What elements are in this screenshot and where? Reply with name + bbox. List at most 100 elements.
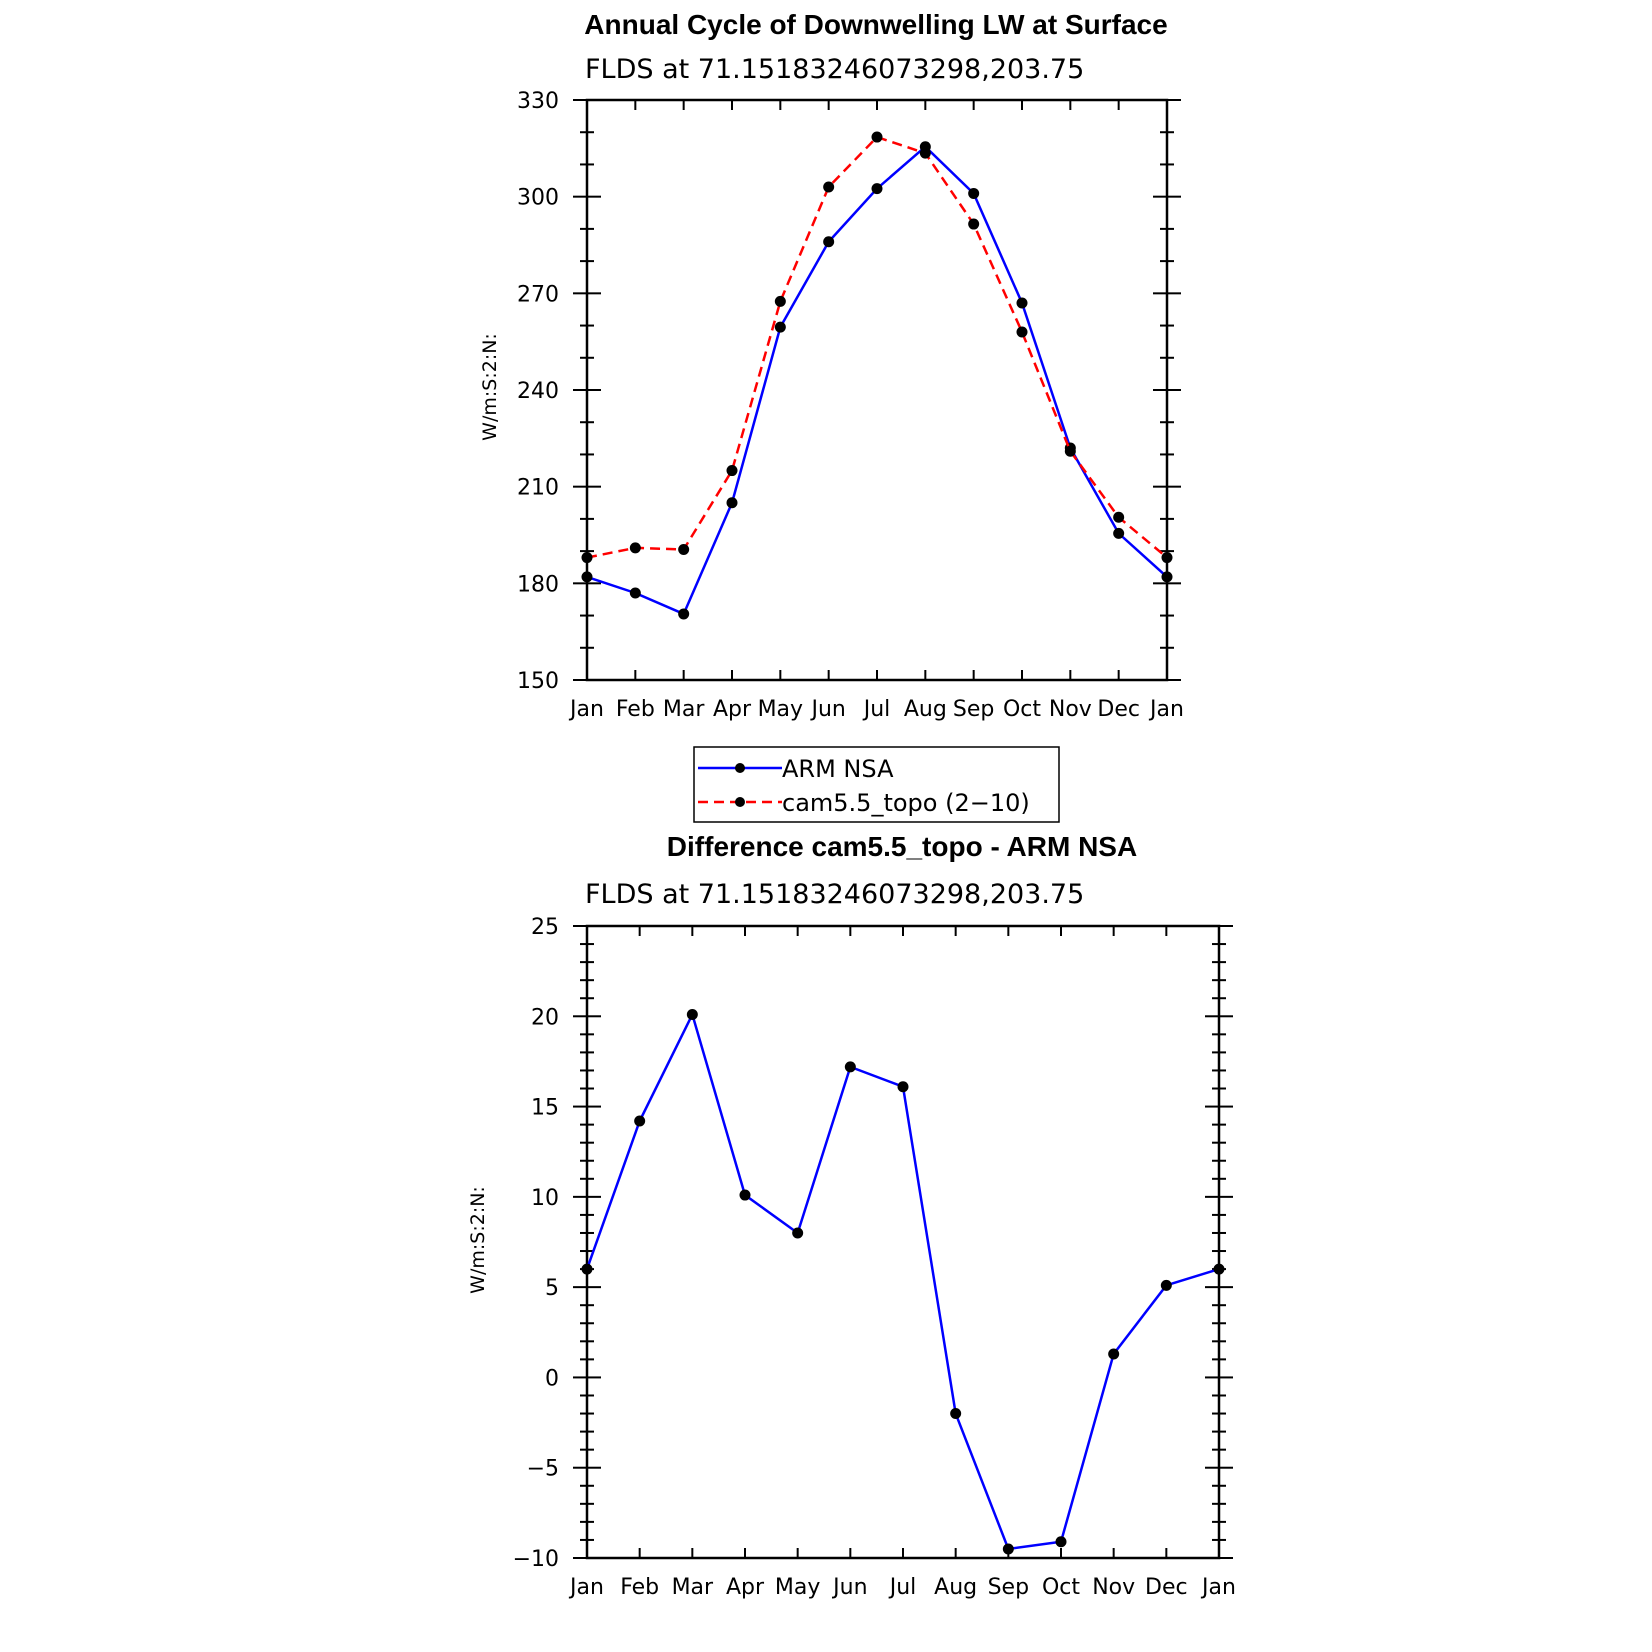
series-line-1: [586, 135, 1168, 559]
series-0-point: [968, 187, 980, 199]
legend-label-arm-nsa: ARM NSA: [782, 755, 894, 783]
series-1-point: [629, 542, 641, 554]
x-tick-label: Jun: [809, 697, 845, 722]
x-tick-label: Sep: [988, 1575, 1029, 1600]
x-tick-label: Jan: [568, 1575, 604, 1600]
series-1-point: [919, 147, 931, 159]
bottom-chart-ylabel: W/m:S:2:N:: [467, 1186, 489, 1294]
series-line-0: [585, 1011, 1220, 1551]
bottom-chart-frame: [585, 924, 1221, 1560]
x-tick-label: Aug: [934, 1575, 977, 1600]
series-0-point: [634, 1115, 646, 1127]
legend-item-arm-nsa: ARM NSA: [698, 755, 894, 783]
y-tick-label: 10: [531, 1186, 559, 1211]
x-tick-label: Jan: [1200, 1575, 1236, 1600]
series-0-point: [792, 1227, 804, 1239]
bottom-chart-title: Difference cam5.5_topo - ARM NSA: [667, 831, 1137, 862]
x-tick-label: Jan: [568, 697, 604, 722]
y-tick-label: 270: [517, 282, 559, 307]
x-tick-label: Oct: [1042, 1575, 1080, 1600]
series-0-point: [950, 1408, 962, 1420]
top-chart-x-tick-labels: Jan Feb Mar Apr May Jun Jul Aug Sep Oct Nov Dec Jan: [568, 697, 1184, 722]
x-tick-label: May: [758, 697, 803, 722]
top-chart-subtitle: FLDS at 71.15183246073298,203.75: [585, 54, 1084, 85]
x-tick-label: Sep: [953, 697, 994, 722]
y-tick-label: 25: [531, 915, 559, 940]
difference-chart: Difference cam5.5_topo - ARM NSA FLDS at…: [467, 831, 1236, 1600]
x-tick-label: Apr: [713, 697, 752, 722]
x-tick-label: Apr: [726, 1575, 765, 1600]
legend: ARM NSA cam5.5_topo (2−10): [693, 746, 1060, 823]
y-tick-label: 180: [517, 572, 559, 597]
y-tick-label: 330: [517, 89, 559, 114]
top-chart-ylabel: W/m:S:2:N:: [479, 333, 501, 441]
series-line-0: [586, 145, 1168, 616]
x-tick-label: Jan: [1148, 697, 1184, 722]
x-tick-label: Oct: [1003, 697, 1041, 722]
y-tick-label: 240: [517, 379, 559, 404]
x-tick-label: Mar: [663, 697, 705, 722]
series-0-point: [581, 571, 593, 583]
series-1-point: [1016, 326, 1028, 338]
x-tick-label: Feb: [620, 1575, 659, 1600]
top-chart-y-tick-labels: 150 180 210 240 270 300 330: [517, 89, 559, 694]
legend-label-cam55-topo: cam5.5_topo (2−10): [782, 789, 1030, 817]
series-1-point: [774, 295, 786, 307]
series-0-point: [1161, 571, 1173, 583]
series-1-point: [581, 552, 593, 564]
series-0-point: [1016, 297, 1028, 309]
series-0-point: [823, 236, 835, 248]
y-tick-label: 5: [545, 1276, 559, 1301]
series-0-point: [1113, 527, 1125, 539]
legend-box: [693, 746, 1060, 823]
series-0-point: [844, 1061, 856, 1073]
series-0-point: [1108, 1348, 1120, 1360]
series-1-point: [968, 218, 980, 230]
x-tick-label: Nov: [1092, 1575, 1135, 1600]
y-tick-label: 300: [517, 186, 559, 211]
series-0-point: [1160, 1279, 1172, 1291]
x-tick-label: Aug: [904, 697, 947, 722]
series-0-point: [897, 1081, 909, 1093]
bottom-chart-series: [581, 1008, 1225, 1555]
x-tick-label: Mar: [672, 1575, 714, 1600]
x-tick-label: Dec: [1145, 1575, 1188, 1600]
series-0-point: [871, 183, 883, 195]
series-1-point: [823, 181, 835, 193]
series-0-point: [678, 608, 690, 620]
series-1-point: [1161, 552, 1173, 564]
x-tick-label: Nov: [1049, 697, 1092, 722]
y-tick-label: 15: [531, 1096, 559, 1121]
x-tick-label: Feb: [616, 697, 655, 722]
legend-item-cam55-topo: cam5.5_topo (2−10): [698, 789, 1030, 817]
y-tick-label: −10: [513, 1547, 559, 1572]
series-1-point: [726, 465, 738, 477]
y-tick-label: −5: [527, 1457, 559, 1482]
x-tick-label: Dec: [1097, 697, 1140, 722]
bottom-chart-ticks: [573, 925, 1233, 1559]
bottom-chart-x-tick-labels: Jan Feb Mar Apr May Jun Jul Aug Sep Oct Nov Dec Jan: [568, 1575, 1236, 1600]
series-1-point: [871, 131, 883, 143]
series-0-point: [1055, 1536, 1067, 1548]
series-0-point: [686, 1008, 698, 1020]
y-tick-label: 0: [545, 1366, 559, 1391]
series-0-point: [1213, 1263, 1225, 1275]
x-tick-label: May: [775, 1575, 820, 1600]
series-0-point: [1002, 1543, 1014, 1555]
series-0-point: [739, 1189, 751, 1201]
series-0-point: [774, 321, 786, 333]
series-0-point: [726, 497, 738, 509]
legend-marker-arm-nsa: [735, 763, 745, 773]
y-tick-label: 210: [517, 476, 559, 501]
series-1-point: [1064, 445, 1076, 457]
top-chart-ticks: [573, 99, 1181, 681]
bottom-chart-subtitle: FLDS at 71.15183246073298,203.75: [585, 879, 1084, 910]
series-1-point: [1113, 511, 1125, 523]
annual-cycle-chart: Annual Cycle of Downwelling LW at Surfac…: [479, 9, 1184, 722]
y-tick-label: 150: [517, 669, 559, 694]
x-tick-label: Jul: [862, 697, 891, 722]
series-0-point: [581, 1263, 593, 1275]
y-tick-label: 20: [531, 1005, 559, 1030]
legend-marker-cam55-topo: [735, 797, 745, 807]
